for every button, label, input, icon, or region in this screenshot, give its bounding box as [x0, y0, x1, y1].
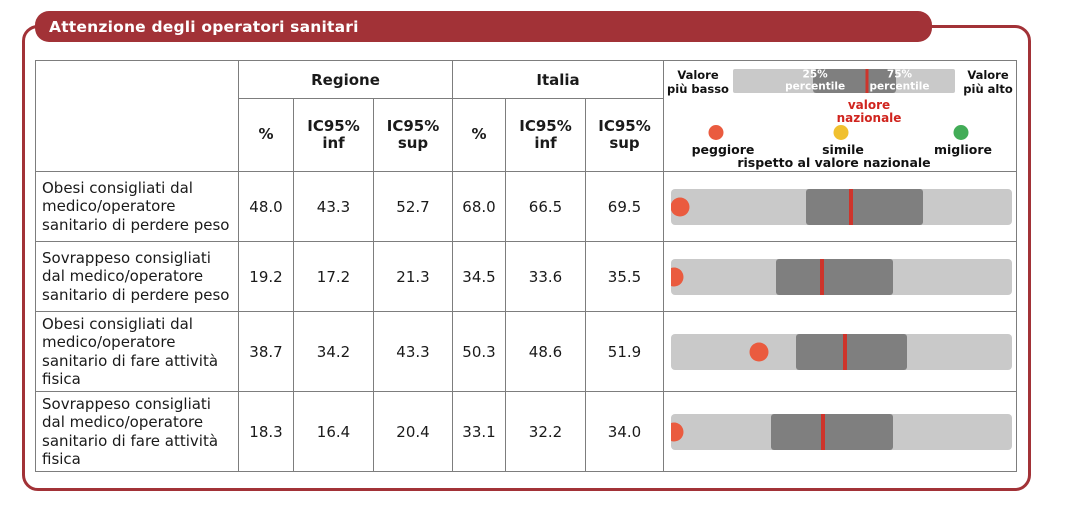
col-header-italia-pct: %: [452, 98, 506, 172]
col-header-italia-ic-inf: IC95% inf: [505, 98, 586, 172]
percentile-chart-cell: [663, 310, 1017, 393]
col-header-regione-ic-inf: IC95% inf: [293, 98, 374, 172]
italia-pct-value: 34.5: [452, 241, 506, 312]
region-value-dot: [749, 342, 769, 362]
col-header-italia-ic-sup: IC95% sup: [585, 98, 664, 172]
percentile-bar: [671, 413, 1012, 450]
row-label: Sovrappeso consigliati dal medico/operat…: [35, 241, 239, 312]
row-label: Obesi consigliati dal medico/operatore s…: [35, 310, 239, 393]
interquartile-band: [795, 333, 908, 370]
legend-high-label: Valore più alto: [963, 68, 1013, 96]
col-header-text: IC95% sup: [386, 116, 440, 152]
region-value-dot: [671, 267, 684, 286]
national-value-line: [842, 333, 847, 370]
percentile-legend: Valore più basso 25% percentile 75% perc…: [663, 60, 1017, 172]
regione-ic-inf-value: 34.2: [293, 310, 374, 393]
col-header-text: IC95% sup: [598, 116, 651, 152]
italia-ic-inf-value: 48.6: [505, 310, 586, 393]
regione-pct-value: 18.3: [238, 391, 294, 473]
section-title: Attenzione degli operatori sanitari: [49, 17, 359, 36]
legend-interquartile-band: [812, 69, 897, 93]
regione-pct-value: 19.2: [238, 241, 294, 312]
interquartile-band: [805, 188, 924, 225]
national-value-line: [820, 258, 825, 295]
regione-ic-sup-value: 20.4: [373, 391, 453, 473]
worse-dot-icon: [708, 125, 724, 140]
regione-pct-value: 38.7: [238, 310, 294, 393]
italia-ic-sup-value: 35.5: [585, 241, 664, 312]
legend-p25-label: 25% percentile: [785, 69, 846, 92]
percentile-chart-cell: [663, 241, 1017, 312]
table-row: Sovrappeso consigliati dal medico/operat…: [35, 241, 1017, 312]
similar-dot-label: simile: [822, 142, 864, 157]
italia-pct-value: 68.0: [452, 171, 506, 242]
col-header-regione-pct: %: [238, 98, 294, 172]
legend-national-value-line: [865, 69, 869, 93]
interquartile-band: [770, 413, 894, 450]
row-label: Obesi consigliati dal medico/operatore s…: [35, 171, 239, 242]
legend-percentile-bar: 25% percentile 75% percentile: [733, 69, 955, 93]
region-value-dot: [671, 197, 690, 216]
better-dot-label: migliore: [933, 142, 993, 157]
legend-national-value-label: valore nazionale: [836, 98, 902, 126]
row-label: Sovrappeso consigliati dal medico/operat…: [35, 391, 239, 473]
regione-ic-inf-value: 17.2: [293, 241, 374, 312]
table-row: Obesi consigliati dal medico/operatore s…: [35, 310, 1017, 393]
legend-p75-label: 75% percentile: [869, 69, 930, 92]
legend-dots-caption: rispetto al valore nazionale: [737, 155, 931, 170]
regione-ic-inf-value: 43.3: [293, 171, 374, 242]
percentile-chart-cell: [663, 171, 1017, 242]
regione-ic-sup-value: 52.7: [373, 171, 453, 242]
legend-low-label: Valore più basso: [667, 68, 729, 96]
regione-pct-value: 48.0: [238, 171, 294, 242]
similar-dot-icon: [833, 125, 849, 140]
percentile-bar: [671, 333, 1012, 370]
percentile-bar: [671, 188, 1012, 225]
table-row: Sovrappeso consigliati dal medico/operat…: [35, 391, 1017, 473]
data-table: Regione Italia Valore più basso 25% perc…: [35, 60, 1017, 473]
regione-ic-sup-value: 21.3: [373, 241, 453, 312]
group-header-italia: Italia: [452, 60, 664, 99]
italia-ic-sup-value: 34.0: [585, 391, 664, 473]
worse-dot-label: peggiore: [691, 142, 755, 157]
italia-pct-value: 33.1: [452, 391, 506, 473]
italia-ic-inf-value: 32.2: [505, 391, 586, 473]
region-value-dot: [671, 422, 684, 442]
italia-ic-inf-value: 66.5: [505, 171, 586, 242]
regione-ic-sup-value: 43.3: [373, 310, 453, 393]
national-value-line: [821, 413, 826, 450]
italia-ic-sup-value: 51.9: [585, 310, 664, 393]
national-value-line: [849, 188, 854, 225]
italia-ic-inf-value: 33.6: [505, 241, 586, 312]
row-label-header-empty: [35, 60, 239, 172]
italia-pct-value: 50.3: [452, 310, 506, 393]
table-row: Obesi consigliati dal medico/operatore s…: [35, 171, 1017, 242]
interquartile-band: [775, 258, 894, 295]
group-header-regione: Regione: [238, 60, 453, 99]
percentile-bar: [671, 258, 1012, 295]
italia-ic-sup-value: 69.5: [585, 171, 664, 242]
better-dot-icon: [953, 125, 969, 140]
percentile-chart-cell: [663, 391, 1017, 473]
col-header-regione-ic-sup: IC95% sup: [373, 98, 453, 172]
section-title-banner: Attenzione degli operatori sanitari: [35, 11, 932, 42]
col-header-text: IC95% inf: [307, 116, 360, 152]
regione-ic-inf-value: 16.4: [293, 391, 374, 473]
col-header-text: IC95% inf: [519, 116, 572, 152]
